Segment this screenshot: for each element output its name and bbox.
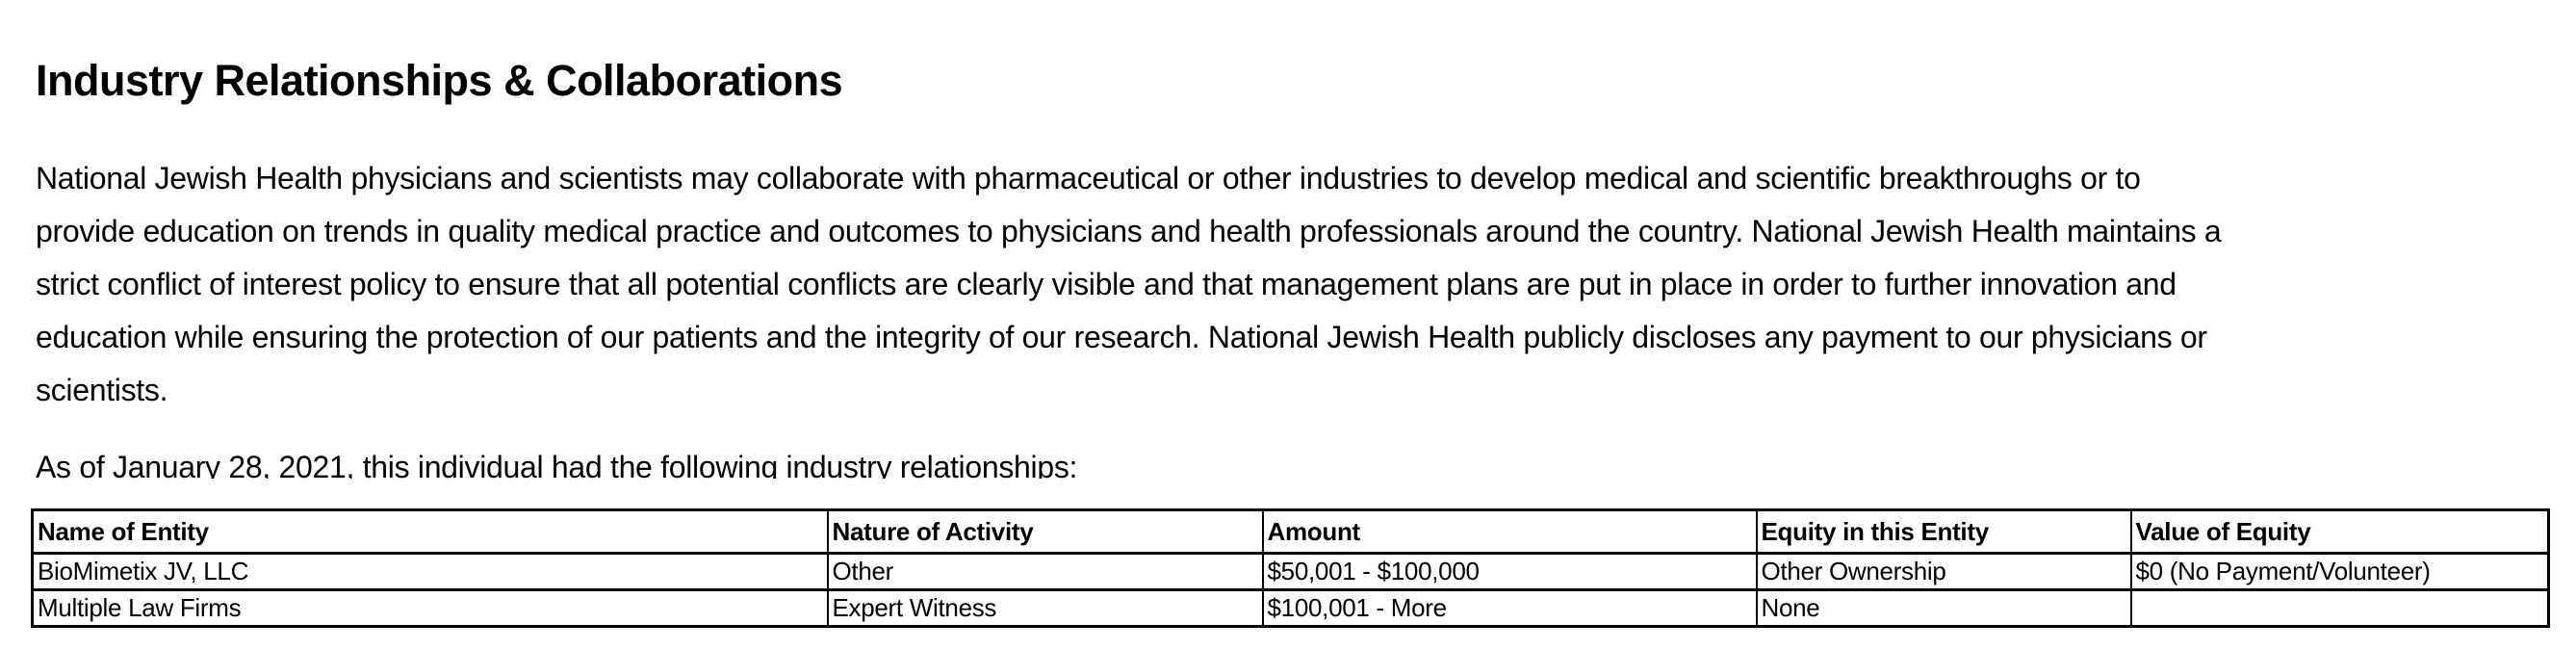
cell-amount: $100,001 - More	[1261, 588, 1758, 628]
industry-relationships-table: Name of Entity Nature of Activity Amount…	[31, 508, 2550, 628]
cell-equity-value	[2129, 588, 2550, 628]
table-row: BioMimetix JV, LLC Other $50,001 - $100,…	[31, 552, 2550, 591]
cell-amount: $50,001 - $100,000	[1261, 552, 1758, 591]
header-amount: Amount	[1261, 508, 1758, 555]
as-of-statement-container: As of January 28, 2021, this individual …	[36, 443, 1077, 479]
paragraph-line: provide education on trends in quality m…	[36, 214, 2222, 248]
cell-entity: BioMimetix JV, LLC	[31, 552, 829, 591]
header-value-of-equity: Value of Equity	[2129, 508, 2550, 555]
cell-equity: Other Ownership	[1755, 552, 2132, 591]
cell-activity: Other	[826, 552, 1264, 591]
table-header-row: Name of Entity Nature of Activity Amount…	[31, 508, 2550, 555]
paragraph-line: National Jewish Health physicians and sc…	[36, 161, 2141, 195]
as-of-statement: As of January 28, 2021, this individual …	[36, 450, 1078, 479]
paragraph-line: scientists.	[36, 373, 168, 407]
cell-equity: None	[1755, 588, 2132, 628]
intro-paragraph: National Jewish Health physicians and sc…	[36, 152, 2222, 417]
paragraph-line: education while ensuring the protection …	[36, 320, 2207, 354]
header-name-of-entity: Name of Entity	[31, 508, 829, 555]
table-row: Multiple Law Firms Expert Witness $100,0…	[31, 588, 2550, 628]
header-nature-of-activity: Nature of Activity	[826, 508, 1264, 555]
header-equity-in-entity: Equity in this Entity	[1755, 508, 2132, 555]
cell-entity: Multiple Law Firms	[31, 588, 829, 628]
cell-activity: Expert Witness	[826, 588, 1264, 628]
paragraph-line: strict conflict of interest policy to en…	[36, 267, 2177, 301]
page-title: Industry Relationships & Collaborations	[36, 56, 843, 105]
cell-equity-value: $0 (No Payment/Volunteer)	[2129, 552, 2550, 591]
